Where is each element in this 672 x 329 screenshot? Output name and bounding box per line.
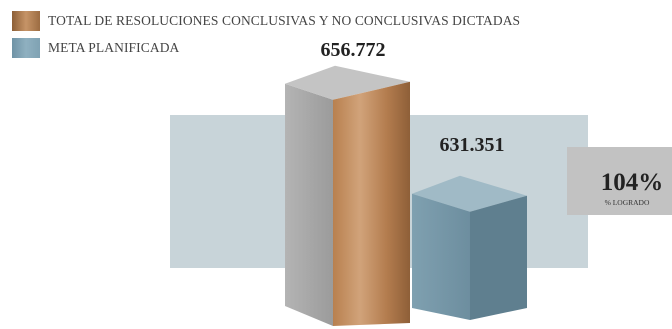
- achievement-box: [567, 147, 672, 215]
- bar-meta-side: [470, 195, 527, 320]
- value-label-meta: 631.351: [440, 134, 505, 156]
- bar-meta-top: [412, 175, 527, 212]
- bar-total: [333, 81, 410, 326]
- legend-swatch-total: [12, 11, 40, 31]
- bar-total-side: [285, 83, 333, 326]
- chart-legend: TOTAL DE RESOLUCIONES CONCLUSIVAS Y NO C…: [12, 10, 520, 64]
- legend-item-meta: META PLANIFICADA: [12, 37, 520, 59]
- value-label-total: 656.772: [321, 39, 386, 61]
- bar-group: [285, 65, 527, 326]
- legend-swatch-meta: [12, 38, 40, 58]
- bar-meta: [412, 193, 470, 320]
- achievement-label: % LOGRADO: [605, 198, 650, 207]
- legend-label-meta: META PLANIFICADA: [48, 40, 180, 55]
- legend-item-total: TOTAL DE RESOLUCIONES CONCLUSIVAS Y NO C…: [12, 10, 520, 32]
- legend-label-total: TOTAL DE RESOLUCIONES CONCLUSIVAS Y NO C…: [48, 13, 521, 28]
- achievement-value: 104%: [601, 169, 664, 196]
- bar-total-top: [285, 65, 410, 100]
